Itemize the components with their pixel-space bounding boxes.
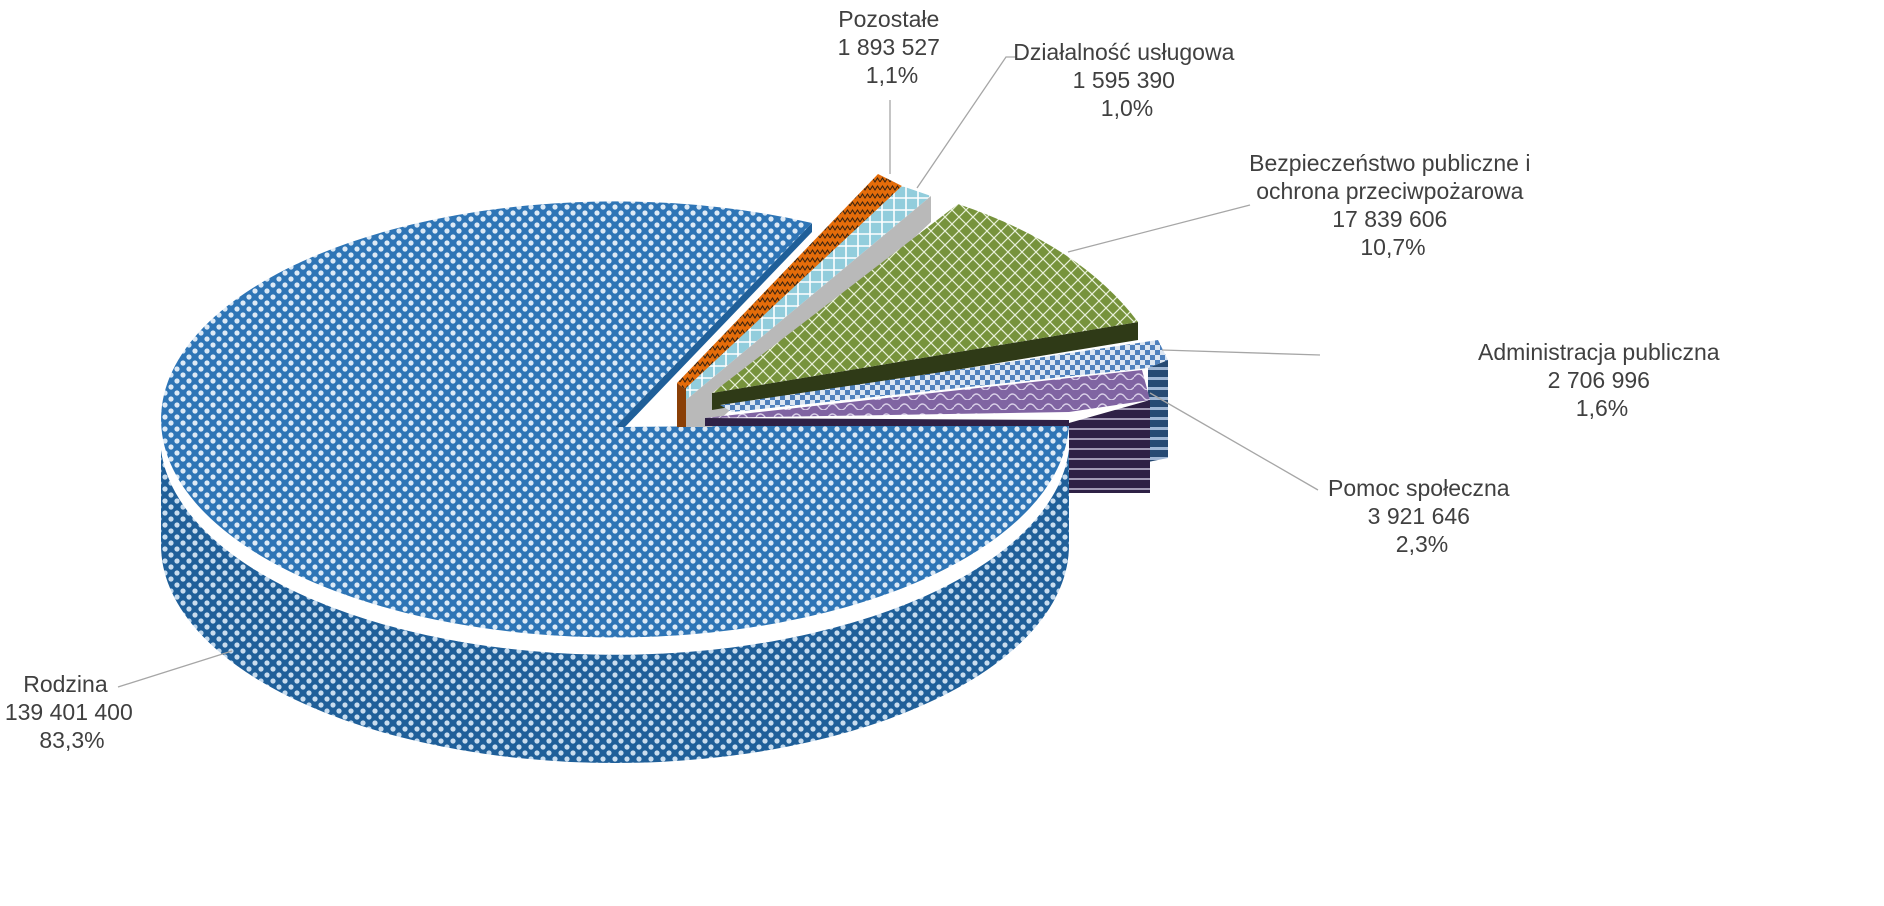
data-label-pomoc-spoleczna: Pomoc społeczna 3 921 646 2,3% xyxy=(1328,475,1516,557)
data-label-rodzina: Rodzina 139 401 400 83,3% xyxy=(5,671,139,753)
slice-administracja-top xyxy=(720,340,1168,412)
slice-label-rodzina-percent: 83,3% xyxy=(39,727,104,753)
slice-dzialalnosc-uslugowa-top xyxy=(686,186,931,400)
slice-label-administracja-name: Administracja publiczna xyxy=(1478,339,1720,365)
leader-line-bezpieczenstwo xyxy=(1067,204,1251,253)
slice-bezpieczenstwo xyxy=(712,204,1138,410)
leader-line-administracja xyxy=(1161,349,1321,356)
slice-rodzina-edge xyxy=(615,223,812,427)
slice-label-pomoc-spoleczna-name: Pomoc społeczna xyxy=(1328,475,1510,501)
slice-pozostale-side xyxy=(677,383,686,427)
slice-label-rodzina-value: 139 401 400 xyxy=(5,699,133,725)
slice-rodzina xyxy=(161,201,1070,763)
slice-pomoc-spoleczna-front xyxy=(705,418,1069,426)
slice-pozostale xyxy=(677,174,902,427)
leader-lines xyxy=(117,56,1321,688)
slice-label-dzialalnosc-uslugowa-percent: 1,0% xyxy=(1101,95,1153,121)
slice-label-dzialalnosc-uslugowa-value: 1 595 390 xyxy=(1073,67,1175,93)
data-label-pozostale: Pozostałe 1 893 527 1,1% xyxy=(838,6,947,88)
slice-label-administracja-value: 2 706 996 xyxy=(1548,367,1650,393)
leader-line-rodzina xyxy=(117,650,233,688)
slice-label-bezpieczenstwo-value: 17 839 606 xyxy=(1332,206,1447,232)
slice-rodzina-side xyxy=(161,423,1070,763)
leader-line-dzialalnosc-uslugowa xyxy=(916,56,1016,189)
slice-bezpieczenstwo-top xyxy=(712,204,1138,393)
data-label-administracja: Administracja publiczna 2 706 996 1,6% xyxy=(1478,339,1726,421)
slice-label-bezpieczenstwo-name-line2: ochrona przeciwpożarowa xyxy=(1256,178,1523,204)
slice-rodzina-top xyxy=(161,201,1069,638)
slice-administracja-side xyxy=(1148,360,1168,462)
slice-pomoc-spoleczna-top xyxy=(705,370,1150,418)
slice-label-pozostale-percent: 1,1% xyxy=(866,62,918,88)
data-labels: Rodzina 139 401 400 83,3% Pozostałe 1 89… xyxy=(5,6,1726,753)
slice-pomoc-spoleczna-side xyxy=(1069,400,1150,493)
slice-label-rodzina-name: Rodzina xyxy=(23,671,108,697)
data-label-dzialalnosc-uslugowa: Działalność usługowa 1 595 390 1,0% xyxy=(1013,39,1241,121)
slice-label-pozostale-name: Pozostałe xyxy=(838,6,939,32)
slice-pomoc-spoleczna xyxy=(705,370,1150,493)
slice-pozostale-top xyxy=(677,174,902,390)
slice-label-pomoc-spoleczna-value: 3 921 646 xyxy=(1368,503,1470,529)
slice-label-bezpieczenstwo-name-line1: Bezpieczeństwo publiczne i xyxy=(1249,150,1530,176)
data-label-bezpieczenstwo: Bezpieczeństwo publiczne i ochrona przec… xyxy=(1249,150,1537,260)
slice-bezpieczenstwo-side xyxy=(712,322,1138,410)
leader-line-pomoc-spoleczna xyxy=(1149,392,1319,491)
slice-administracja xyxy=(720,340,1168,462)
slice-label-pomoc-spoleczna-percent: 2,3% xyxy=(1396,531,1448,557)
slice-label-administracja-percent: 1,6% xyxy=(1576,395,1628,421)
slice-label-dzialalnosc-uslugowa-name: Działalność usługowa xyxy=(1013,39,1234,65)
slice-label-bezpieczenstwo-percent: 10,7% xyxy=(1360,234,1425,260)
slice-label-pozostale-value: 1 893 527 xyxy=(838,34,940,60)
